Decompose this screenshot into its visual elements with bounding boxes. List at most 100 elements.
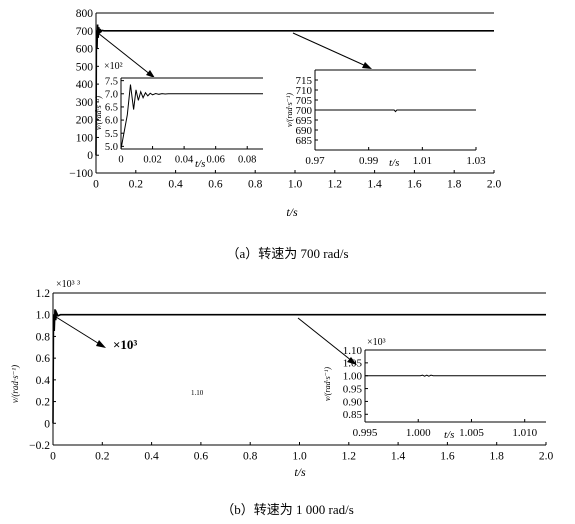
chart-a-x-tick-label: 1.6	[407, 179, 422, 191]
chart-a-x-tick-label: 1.8	[447, 179, 462, 191]
chart-b-y-tick-label: 0.8	[36, 331, 51, 343]
chart-a-y-tick-label: 600	[76, 44, 94, 56]
chart-a-inset-1-x-label: t/s	[195, 158, 205, 170]
caption-a: （a）转速为 700 rad/s	[226, 246, 349, 261]
chart-b-y-tick-label: 0.2	[36, 397, 51, 409]
chart-a-x-tick-label: 2.0	[487, 179, 502, 191]
chart-b-x-tick-label: 0.2	[95, 451, 110, 463]
chart-b-x-tick-label: 0.8	[243, 451, 258, 463]
chart-a-inset-2-x-tick-label: 1.01	[413, 155, 432, 167]
chart-b-x-tick-label: 2.0	[539, 451, 554, 463]
chart-b-multiplier: ×10³ ³	[56, 279, 80, 290]
chart-a-y-tick-label: 300	[76, 97, 94, 109]
chart-a-x-tick-label: 1.0	[288, 179, 303, 191]
chart-a-inset-1-y-tick-label: 5.5	[105, 129, 118, 140]
chart-a-y-tick-label: 800	[76, 8, 94, 20]
chart-a-y-tick-label: 200	[76, 115, 94, 127]
chart-b-inset-x-tick-label: 1.000	[406, 427, 431, 439]
chart-a-inset-2-x-tick-label: 1.03	[466, 155, 486, 167]
chart-a-inset-2-y-tick-label: 685	[296, 135, 313, 147]
chart-a-x-tick-label: 1.2	[328, 179, 343, 191]
chart-a-inset-2-x-label: t/s	[389, 157, 399, 169]
chart-a-inset-2-series-line	[315, 109, 476, 113]
chart-b-y-tick-label: −0.2	[29, 440, 50, 452]
chart-a-y-tick-label: 400	[76, 79, 94, 91]
chart-b-annotation: ×10³	[113, 337, 137, 352]
chart-b-x-tick-label: 1.4	[391, 451, 406, 463]
chart-b-x-tick-label: 0	[50, 451, 56, 463]
chart-a-inset-1-y-label: v/(rad·s⁻¹)	[94, 96, 103, 130]
chart-a-inset-1-y-tick-label: 7.0	[105, 89, 118, 100]
chart-a-inset-1-x-tick-label: 0.04	[175, 155, 194, 166]
chart-a-series-line	[95, 24, 494, 156]
chart-b-inset-y-tick-label: 0.95	[343, 383, 363, 395]
chart-a-y-tick-label: 700	[76, 26, 94, 38]
chart-a-inset-2-y-tick-label: 710	[296, 85, 313, 97]
chart-a-y-tick-label: 0	[87, 150, 93, 162]
chart-a-x-tick-label: 1.4	[367, 179, 382, 191]
chart-b-inset-multiplier: ×10³	[367, 337, 386, 348]
chart-a-inset-1-multiplier: ×10²	[104, 61, 123, 72]
chart-b-inset-series-line	[365, 374, 546, 377]
chart-a-inset-1-y-tick-label: 7.5	[105, 76, 118, 87]
chart-b-x-axis-label: t/s	[294, 465, 306, 479]
chart-b-y-axis-label: v/(rad·s⁻¹)	[10, 365, 20, 403]
chart-a-y-tick-label: −100	[69, 168, 93, 180]
chart-a-inset-1-x-tick-label: 0.08	[238, 155, 256, 166]
chart-b-inset-y-tick-label: 1.10	[343, 345, 363, 357]
chart-b-arrow-right	[297, 317, 353, 362]
chart-a-inset-1-y-tick-label: 6.0	[105, 116, 118, 127]
chart-a-inset-1-x-tick-label: 0.02	[143, 155, 161, 166]
caption-b: （b）转速为 1 000 rad/s	[221, 502, 354, 517]
chart-a-inset-2-x-tick-label: 0.99	[359, 155, 379, 167]
chart-a-arrow-left	[97, 32, 152, 76]
chart-a-inset-1-bg	[120, 77, 264, 150]
chart-a-inset-1-series-line	[120, 84, 263, 150]
chart-b-inset-y-tick-label: 0.85	[343, 409, 363, 421]
chart-a-arrow-right	[292, 32, 367, 67]
chart-a-inset-1-y-tick-label: 5.0	[105, 142, 118, 153]
chart-b-arrow-left	[55, 316, 102, 346]
chart-a-x-axis-label: t/s	[286, 205, 298, 219]
chart-a-y-tick-label: 500	[76, 61, 94, 73]
chart-b-y-tick-label: 1.0	[36, 310, 51, 322]
chart-b-y-tick-label: 0	[44, 418, 50, 430]
chart-b-inset-y-tick-label: 1.00	[343, 371, 363, 383]
chart-b-inset-y-tick-label: 0.90	[343, 396, 363, 408]
chart-b-y-tick-label: 0.4	[36, 375, 51, 387]
chart-b-stray-label: 1.10	[191, 389, 204, 397]
chart-b-x-tick-label: 1.8	[490, 451, 505, 463]
chart-a-inset-2-y-tick-label: 700	[296, 105, 313, 117]
chart-b-inset-x-tick-label: 0.995	[353, 427, 378, 439]
chart-b-x-tick-label: 1.2	[342, 451, 357, 463]
chart-b-inset-y-label: v/(rad·s⁻¹)	[323, 367, 332, 401]
chart-a-inset-2-y-tick-label: 715	[296, 75, 313, 87]
chart-a-inset-2-y-tick-label: 690	[296, 125, 313, 137]
chart-b-inset-x-label: t/s	[444, 429, 454, 441]
chart-b-x-tick-label: 0.4	[144, 451, 159, 463]
chart-a-x-tick-label: 0.6	[208, 179, 223, 191]
chart-b-x-tick-label: 1.6	[440, 451, 455, 463]
chart-b-inset-x-tick-label: 1.010	[512, 427, 537, 439]
chart-a-arrowhead-left	[146, 70, 155, 78]
chart-a-x-tick-label: 0.4	[168, 179, 183, 191]
chart-a-x-tick-label: 0.2	[129, 179, 144, 191]
chart-b-arrowhead-right	[347, 357, 357, 365]
chart-b-y-tick-label: 0.6	[36, 353, 51, 365]
chart-a-inset-2-y-label: v/(rad·s⁻¹)	[285, 93, 294, 127]
chart-b-arrowhead-left	[96, 340, 106, 348]
chart-a-x-tick-label: 0.8	[248, 179, 263, 191]
chart-a-inset-1-y-tick-label: 6.5	[105, 103, 118, 114]
chart-a-x-tick-label: 0	[93, 179, 99, 191]
chart-a-y-tick-label: 100	[76, 132, 94, 144]
chart-a-inset-1-x-tick-label: 0.06	[206, 155, 224, 166]
chart-a-inset-1-x-tick-label: 0	[118, 155, 123, 166]
chart-a-inset-2-y-tick-label: 705	[296, 95, 313, 107]
chart-a-inset-2-y-tick-label: 695	[296, 115, 313, 127]
chart-a-inset-2-x-tick-label: 0.97	[305, 155, 325, 167]
chart-b-x-tick-label: 0.6	[194, 451, 209, 463]
chart-b-x-tick-label: 1.0	[292, 451, 307, 463]
chart-b-series-line	[52, 309, 546, 424]
chart-a-arrowhead-right	[362, 62, 372, 69]
